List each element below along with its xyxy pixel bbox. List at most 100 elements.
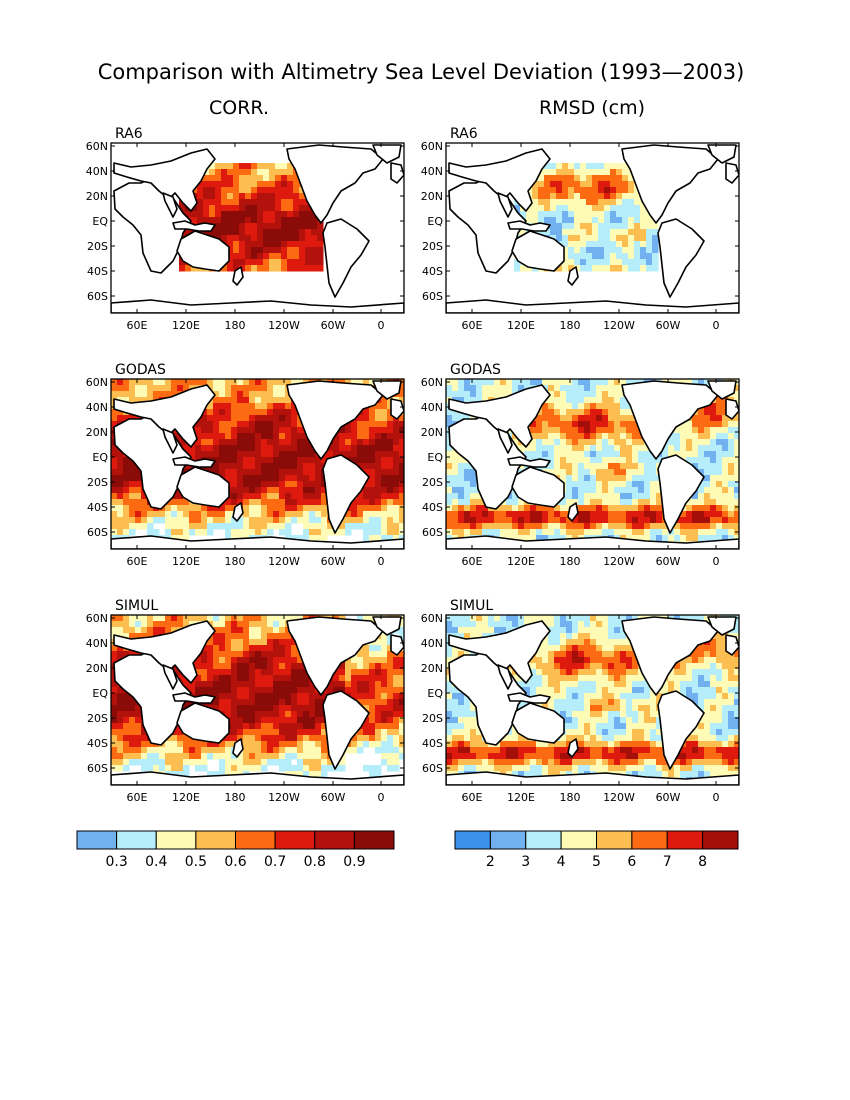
- field-cell: [255, 741, 262, 748]
- field-cell: [279, 699, 286, 706]
- field-cell: [261, 699, 268, 706]
- field-cell: [446, 517, 453, 524]
- field-cell: [237, 421, 244, 428]
- coast-australia: [511, 230, 565, 272]
- field-cell: [201, 681, 208, 688]
- field-cell: [237, 717, 244, 724]
- field-cell: [556, 163, 563, 170]
- field-cell: [698, 517, 705, 524]
- field-cell: [333, 451, 340, 458]
- field-cell: [227, 193, 234, 200]
- field-cell: [734, 445, 739, 452]
- coastlines: [446, 380, 739, 549]
- field-cell: [572, 523, 579, 530]
- field-cell: [476, 379, 483, 386]
- field-cell: [239, 169, 246, 176]
- field-cell: [147, 741, 154, 748]
- field-cell: [291, 469, 298, 476]
- field-cell: [574, 265, 581, 272]
- field-cell: [147, 391, 154, 398]
- field-cell: [165, 523, 172, 530]
- field-cell: [285, 529, 292, 536]
- field-cell: [586, 169, 593, 176]
- field-cell: [111, 729, 118, 736]
- field-cell: [287, 253, 294, 260]
- field-cell: [399, 729, 404, 736]
- field-cell: [183, 463, 190, 470]
- field-cell: [213, 523, 220, 530]
- field-cell: [221, 223, 228, 230]
- field-cell: [387, 415, 394, 422]
- field-cell: [626, 403, 633, 410]
- field-cell: [153, 627, 160, 634]
- field-cell: [213, 403, 220, 410]
- field-cell: [357, 445, 364, 452]
- field-cell: [273, 487, 280, 494]
- field-cell: [267, 615, 274, 622]
- field-cell: [231, 445, 238, 452]
- field-cell: [255, 747, 262, 754]
- field-cell: [646, 241, 653, 248]
- field-cell: [225, 385, 232, 392]
- field-cell: [279, 723, 286, 730]
- field-cell: [219, 639, 226, 646]
- field-cell: [141, 633, 148, 640]
- field-cell: [123, 397, 130, 404]
- field-cell: [255, 391, 262, 398]
- field-cell: [279, 469, 286, 476]
- field-cell: [177, 385, 184, 392]
- field-cell: [604, 259, 611, 266]
- field-cell: [704, 427, 711, 434]
- column-title-corr: CORR.: [209, 97, 269, 119]
- field-cell: [548, 403, 555, 410]
- field-cell: [548, 433, 555, 440]
- field-cell: [568, 181, 575, 188]
- field-cell: [722, 535, 729, 542]
- field-cell: [652, 253, 659, 260]
- field-cell: [482, 397, 489, 404]
- field-cell: [291, 535, 298, 542]
- field-cell: [608, 427, 615, 434]
- field-cell: [159, 615, 166, 622]
- field-cell: [548, 415, 555, 422]
- coast-newzealand: [232, 502, 244, 522]
- field-cell: [584, 457, 591, 464]
- field-cell: [375, 475, 382, 482]
- field-cell: [562, 235, 569, 242]
- field-cell: [622, 175, 629, 182]
- field-cell: [273, 657, 280, 664]
- field-cell: [622, 241, 629, 248]
- field-cell: [357, 505, 364, 512]
- field-cell: [482, 517, 489, 524]
- field-cell: [293, 229, 300, 236]
- field-cell: [267, 505, 274, 512]
- field-cell: [117, 651, 124, 658]
- field-cell: [542, 511, 549, 518]
- field-cell: [512, 529, 519, 536]
- field-cell: [646, 259, 653, 266]
- field-cell: [634, 241, 641, 248]
- field-cell: [159, 747, 166, 754]
- field-cell: [135, 723, 142, 730]
- field-cell: [303, 499, 310, 506]
- field-cell: [263, 235, 270, 242]
- field-cell: [225, 391, 232, 398]
- field-cell: [494, 385, 501, 392]
- field-cell: [722, 439, 729, 446]
- field-cell: [357, 427, 364, 434]
- field-cell: [626, 475, 633, 482]
- field-cell: [123, 499, 130, 506]
- field-cell: [614, 397, 621, 404]
- field-cell: [598, 217, 605, 224]
- field-cell: [339, 687, 346, 694]
- field-cell: [381, 693, 388, 700]
- field-cell: [614, 487, 621, 494]
- field-cell: [141, 621, 148, 628]
- field-cell: [195, 451, 202, 458]
- field-cell: [213, 753, 220, 760]
- field-cell: [387, 463, 394, 470]
- field-cell: [171, 523, 178, 530]
- field-cell: [357, 523, 364, 530]
- field-cell: [580, 211, 587, 218]
- lon-label: 60E: [127, 555, 148, 568]
